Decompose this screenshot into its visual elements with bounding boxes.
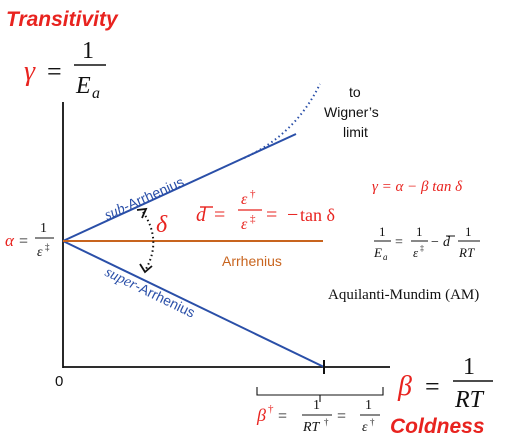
alpha-numerator: 1 [40,221,47,236]
d-equation: d = ε † ε ‡ = − tan δ [196,188,335,233]
bd-den-eps: ε [362,420,368,435]
arrhenius-label: Arrhenius [222,253,282,269]
sub-prefix: sub [102,200,128,223]
d-minus: − [287,204,298,226]
am-num-1: 1 [379,224,386,239]
svg-text:sub-Arrhenius: sub-Arrhenius [102,173,187,223]
gamma-denominator-E: E [75,73,91,99]
super-suffix: -Arrhenius [133,278,198,321]
wigner-label: Wigner’s [324,104,379,120]
am-minus: − [431,235,439,250]
am-den-E: E [373,245,382,260]
beta-denominator: RT [454,387,485,413]
gamma-alpha-beta-equation: γ = α − β tan δ [372,179,463,195]
sub-arrhenius-label: sub-Arrhenius [102,173,187,223]
transitivity-title: Transitivity [6,8,119,31]
d-equals-2: = [266,204,277,226]
d-tan-delta: tan δ [300,205,335,225]
am-d: d [443,235,451,250]
am-num-2: 1 [416,224,423,239]
d-num-eps: ε [241,191,248,208]
delta-symbol: δ [156,212,168,238]
am-den-a: a [383,252,388,262]
gamma-denominator-sub: a [92,85,100,102]
alpha-den-ddagger: ‡ [45,242,50,252]
am-equation: 1 E a = 1 ε ‡ − d 1 RT [373,224,480,262]
coldness-title: Coldness [390,415,485,438]
gamma-equals: = [47,57,62,86]
d-den-eps: ε [241,216,248,233]
super-arrhenius-line [62,240,325,368]
gamma-numerator: 1 [82,38,94,64]
d-symbol: d [196,204,207,226]
super-arrhenius-label: super-Arrhenius [102,263,197,321]
alpha-equals: = [19,233,28,250]
gamma-axis-label: γ = 1 E a [24,38,106,102]
beta-dagger-bracket [256,387,384,402]
bd-num-2: 1 [365,398,372,413]
am-num-3: 1 [465,224,472,239]
dotted-curved-arrow-icon [136,207,155,274]
gamma-symbol: γ [24,56,36,87]
d-num-dagger: † [250,188,256,200]
bd-equals-2: = [337,408,346,425]
am-den-ddagger: ‡ [420,244,424,253]
d-equals-1: = [214,204,225,226]
origin-zero: 0 [55,373,63,390]
bd-beta: β [256,405,266,425]
am-den-RT: RT [458,245,475,260]
alpha-symbol: α [5,231,15,250]
wigner-dotted-curve-icon [243,83,321,159]
limit-label: limit [343,124,368,140]
bd-den-eps-dagger: † [370,417,375,427]
svg-text:super-Arrhenius: super-Arrhenius [102,263,197,321]
bd-den-RT: RT [302,420,321,435]
bd-beta-dagger: † [268,403,274,415]
beta-equals: = [425,372,440,401]
am-den-eps: ε [413,245,419,260]
beta-numerator: 1 [463,354,475,380]
bd-num-1: 1 [313,398,320,413]
beta-symbol: β [397,371,412,402]
to-label: to [349,84,361,100]
am-equals: = [395,235,403,250]
bd-den-RT-dagger: † [324,417,329,427]
beta-axis-label: β = 1 RT [397,354,493,413]
bd-equals-1: = [278,408,287,425]
alpha-label: α = 1 ε ‡ [5,221,54,260]
alpha-den-eps: ε [37,245,43,260]
beta-dagger-equation: β † = 1 RT † = 1 ε † [256,398,380,435]
am-label: Aquilanti-Mundim (AM) [328,287,479,303]
d-den-ddagger: ‡ [250,213,256,225]
sub-suffix: -Arrhenius [121,173,187,214]
